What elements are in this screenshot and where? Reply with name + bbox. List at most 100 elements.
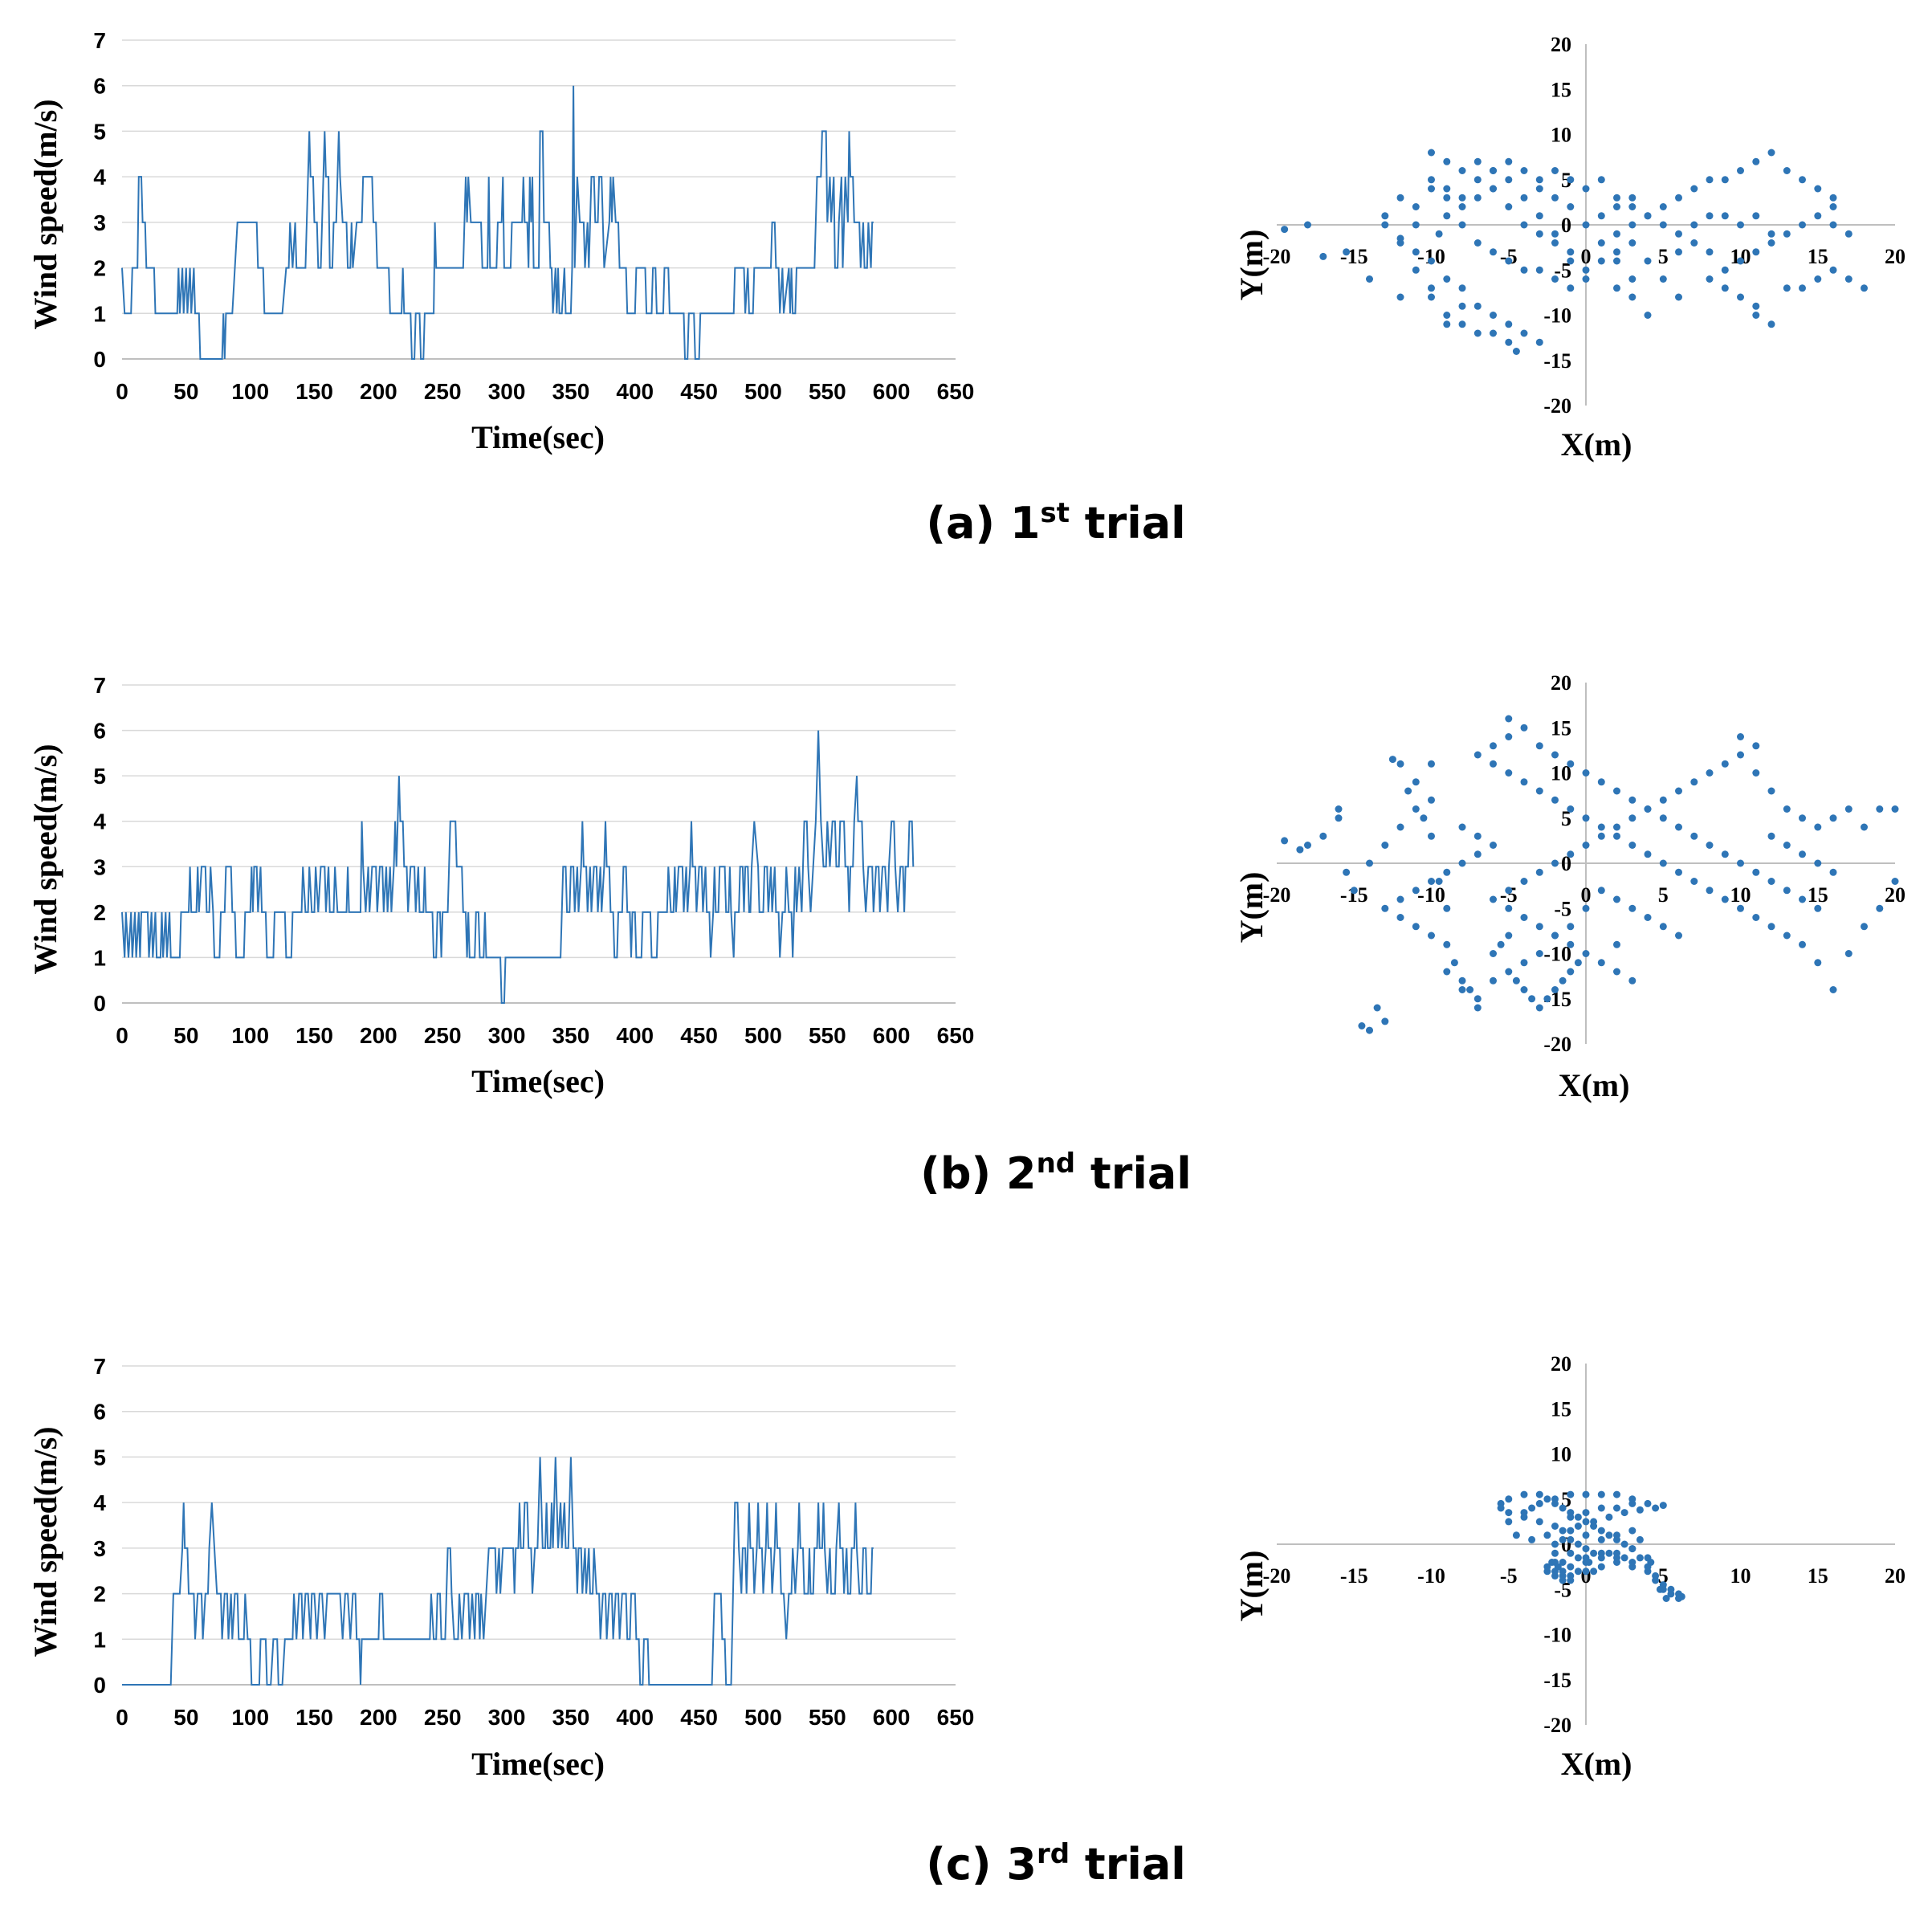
scatter-point [1567, 1490, 1575, 1498]
x-tick-label: -20 [1263, 245, 1291, 268]
scatter-point [1535, 185, 1543, 193]
scatter-point [1783, 842, 1791, 849]
y-tick-label: 6 [93, 74, 106, 99]
scatter-point [1412, 248, 1420, 256]
x-tick-label: 250 [424, 1705, 462, 1730]
scatter-point [1628, 203, 1636, 210]
y-tick-label: 6 [93, 719, 106, 744]
x-tick-label: 600 [873, 1705, 911, 1730]
scatter-point [1281, 837, 1289, 845]
x-tick-label: 650 [937, 1023, 975, 1048]
y-tick-label: -10 [1543, 304, 1571, 328]
scatter-point [1659, 275, 1667, 283]
scatter-point [1490, 248, 1497, 256]
scatter-point [1490, 312, 1497, 319]
scatter-point [1814, 859, 1822, 867]
scatter-point [1505, 1495, 1513, 1503]
y-tick-label: 1 [93, 1627, 106, 1652]
y-tick-label: 5 [1561, 169, 1571, 192]
scatter-point [1366, 859, 1373, 867]
scatter-point [1829, 203, 1837, 210]
scatter-point [1535, 1518, 1543, 1526]
scatter-point [1358, 1022, 1366, 1029]
scatter-point [1559, 976, 1567, 985]
scatter-point [1613, 968, 1620, 976]
x-tick-label: 300 [488, 1023, 526, 1048]
x-tick-label: 20 [1885, 245, 1906, 268]
scatter-point [1721, 895, 1729, 903]
scatter-point [1628, 1499, 1636, 1507]
scatter-point [1458, 203, 1466, 210]
scatter-point [1690, 832, 1698, 840]
y-tick-label: 20 [1551, 33, 1571, 56]
scatter-point [1428, 293, 1435, 301]
scatter-point [1505, 733, 1513, 740]
scatter-point [1490, 329, 1497, 337]
scatter-point [1690, 778, 1698, 786]
scatter-point [1597, 1527, 1605, 1535]
scatter-point [1891, 878, 1899, 885]
scatter-point [1783, 887, 1791, 895]
x-tick-label: 350 [552, 1705, 590, 1730]
scatter-point [1567, 248, 1575, 256]
y-tick-label: -5 [1554, 259, 1571, 282]
scatter-point [1876, 805, 1884, 813]
scatter-point [1721, 176, 1729, 184]
scatter-point [1721, 760, 1729, 768]
x-tick-label: -20 [1263, 1564, 1291, 1588]
scatter-point [1520, 986, 1528, 993]
scatter-point [1767, 149, 1775, 157]
y-tick-label: 7 [93, 28, 106, 53]
x-tick-label: 500 [744, 379, 782, 404]
scatter-point [1752, 914, 1760, 921]
scatter-point [1505, 1518, 1513, 1526]
scatter-point [1535, 1499, 1543, 1507]
scatter-point [1597, 832, 1605, 840]
y-tick-label: 6 [93, 1400, 106, 1425]
scatter-point [1706, 248, 1714, 256]
scatter-point [1628, 1559, 1636, 1566]
scatter-point [1620, 1554, 1628, 1562]
scatter-point [1662, 1595, 1670, 1602]
x-tick-label: -15 [1340, 245, 1368, 268]
x-tick-label: 10 [1730, 245, 1751, 268]
scatter-point [1675, 230, 1682, 238]
x-tick-label: 550 [809, 379, 846, 404]
scatter-point [1559, 1535, 1567, 1543]
y-tick-label: 20 [1551, 1352, 1571, 1376]
scatter-point [1319, 252, 1327, 260]
scatter-point [1520, 266, 1528, 274]
scatter-point [1528, 1535, 1536, 1543]
scatter-point [1590, 1523, 1598, 1530]
scatter-point [1388, 756, 1396, 764]
x-tick-label: 350 [552, 379, 590, 404]
y-tick-label: -15 [1543, 349, 1571, 373]
scatter-point [1458, 986, 1466, 993]
scatter-point [1281, 226, 1289, 234]
x-tick-label: 50 [173, 1705, 198, 1730]
scatter-point [1473, 157, 1482, 165]
scatter-point [1767, 787, 1775, 795]
scatter-point [1520, 959, 1528, 967]
scatter-point [1428, 878, 1435, 885]
scatter-point [1473, 832, 1482, 840]
scatter-point [1644, 914, 1652, 921]
scatter-point [1490, 760, 1497, 768]
scatter-point [1652, 1572, 1660, 1580]
chart-1-x-axis-title: Time(sec) [471, 419, 605, 455]
scatter-point [1443, 968, 1451, 976]
scatter-point [1535, 176, 1543, 184]
scatter-point [1799, 850, 1806, 858]
scatter-point [1597, 1490, 1605, 1498]
scatter-point [1613, 194, 1620, 202]
y-tick-label: 15 [1551, 716, 1571, 740]
scatter-point [1404, 787, 1412, 795]
scatter-point [1350, 887, 1358, 895]
x-tick-label: 550 [809, 1705, 846, 1730]
scatter-point [1675, 293, 1682, 301]
scatter-point [1582, 904, 1590, 912]
scatter-point [1752, 742, 1760, 750]
scatter-point [1343, 868, 1351, 876]
